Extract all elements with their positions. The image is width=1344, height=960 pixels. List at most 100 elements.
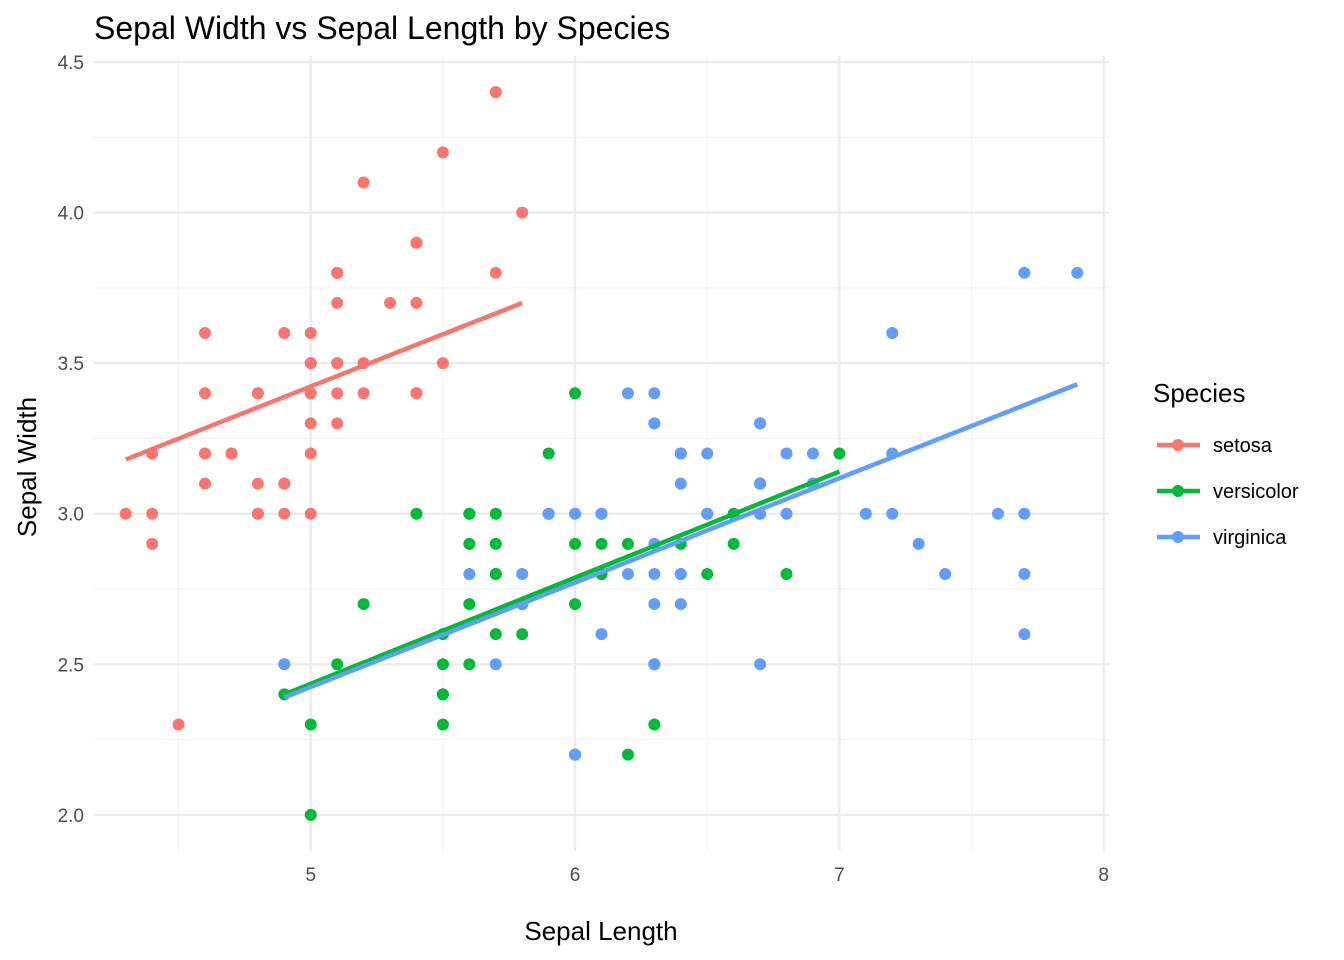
data-point-setosa <box>199 477 212 490</box>
data-points <box>119 86 1084 821</box>
data-point-virginica <box>754 417 767 430</box>
data-point-setosa <box>199 447 212 460</box>
data-point-setosa <box>489 266 502 279</box>
data-point-versicolor <box>516 628 529 641</box>
data-point-versicolor <box>780 567 793 580</box>
y-tick-label: 2.0 <box>58 806 84 827</box>
legend-item-setosa: setosa <box>1157 435 1273 457</box>
y-tick-label: 4.5 <box>58 53 84 74</box>
legend-label: virginica <box>1213 527 1287 549</box>
data-point-versicolor <box>331 658 344 671</box>
data-point-virginica <box>1018 507 1031 520</box>
data-point-virginica <box>780 447 793 460</box>
data-point-setosa <box>331 417 344 430</box>
data-point-virginica <box>806 447 819 460</box>
data-point-versicolor <box>569 387 582 400</box>
data-point-versicolor <box>304 718 317 731</box>
data-point-versicolor <box>436 718 449 731</box>
data-point-setosa <box>304 417 317 430</box>
data-point-setosa <box>278 327 291 340</box>
data-point-setosa <box>251 507 264 520</box>
fit-line-virginica <box>283 382 1079 700</box>
data-point-versicolor <box>569 537 582 550</box>
data-point-setosa <box>251 387 264 400</box>
data-point-versicolor <box>621 537 634 550</box>
data-point-setosa <box>410 387 423 400</box>
data-point-virginica <box>1018 567 1031 580</box>
fit-line-versicolor <box>283 469 841 697</box>
data-point-versicolor <box>648 718 661 731</box>
data-point-virginica <box>674 477 687 490</box>
data-point-virginica <box>648 417 661 430</box>
data-point-setosa <box>489 86 502 99</box>
data-point-versicolor <box>463 537 476 550</box>
data-point-versicolor <box>489 507 502 520</box>
data-point-virginica <box>463 567 476 580</box>
data-point-virginica <box>886 327 899 340</box>
data-point-setosa <box>331 296 344 309</box>
data-point-virginica <box>701 507 714 520</box>
data-point-setosa <box>304 387 317 400</box>
data-point-virginica <box>754 477 767 490</box>
data-point-versicolor <box>489 567 502 580</box>
x-tick-label: 7 <box>834 865 845 886</box>
data-point-setosa <box>410 236 423 249</box>
legend-label: setosa <box>1213 435 1273 457</box>
legend-title: Species <box>1153 378 1246 408</box>
data-point-virginica <box>595 628 608 641</box>
x-tick-label: 8 <box>1098 865 1109 886</box>
data-point-setosa <box>304 507 317 520</box>
data-point-virginica <box>912 537 925 550</box>
data-point-virginica <box>648 387 661 400</box>
data-point-setosa <box>331 387 344 400</box>
data-point-virginica <box>1018 628 1031 641</box>
legend-key-point <box>1172 531 1184 543</box>
data-point-setosa <box>304 447 317 460</box>
data-point-versicolor <box>410 507 423 520</box>
data-point-versicolor <box>595 537 608 550</box>
legend-item-virginica: virginica <box>1157 527 1287 549</box>
data-point-setosa <box>436 146 449 159</box>
data-point-virginica <box>569 507 582 520</box>
data-point-versicolor <box>463 598 476 611</box>
y-tick-label: 3.5 <box>58 354 84 375</box>
data-point-virginica <box>1018 266 1031 279</box>
data-point-setosa <box>304 327 317 340</box>
data-point-versicolor <box>621 748 634 761</box>
data-point-virginica <box>674 447 687 460</box>
data-point-virginica <box>701 447 714 460</box>
y-tick-label: 4.0 <box>58 204 84 225</box>
data-point-virginica <box>621 567 634 580</box>
data-point-setosa <box>384 296 397 309</box>
y-tick-label: 3.0 <box>58 505 84 526</box>
data-point-virginica <box>1071 266 1084 279</box>
data-point-versicolor <box>833 447 846 460</box>
data-point-versicolor <box>436 688 449 701</box>
data-point-virginica <box>991 507 1004 520</box>
legend-item-versicolor: versicolor <box>1157 481 1299 503</box>
data-point-setosa <box>357 176 370 189</box>
data-point-virginica <box>780 507 793 520</box>
x-tick-label: 6 <box>570 865 581 886</box>
data-point-versicolor <box>489 628 502 641</box>
minor-gridlines <box>94 56 1109 851</box>
data-point-setosa <box>304 357 317 370</box>
data-point-virginica <box>516 567 529 580</box>
legend: Species setosa versicolor virginica <box>1153 378 1299 549</box>
data-point-virginica <box>621 387 634 400</box>
legend-key-point <box>1172 485 1184 497</box>
data-point-versicolor <box>569 598 582 611</box>
data-point-versicolor <box>727 537 740 550</box>
data-point-versicolor <box>489 537 502 550</box>
data-point-setosa <box>278 507 291 520</box>
data-point-setosa <box>331 266 344 279</box>
data-point-setosa <box>331 357 344 370</box>
data-point-virginica <box>648 567 661 580</box>
data-point-setosa <box>357 387 370 400</box>
data-point-setosa <box>146 507 159 520</box>
data-point-versicolor <box>463 658 476 671</box>
data-point-virginica <box>886 507 899 520</box>
data-point-versicolor <box>542 447 555 460</box>
data-point-setosa <box>278 477 291 490</box>
